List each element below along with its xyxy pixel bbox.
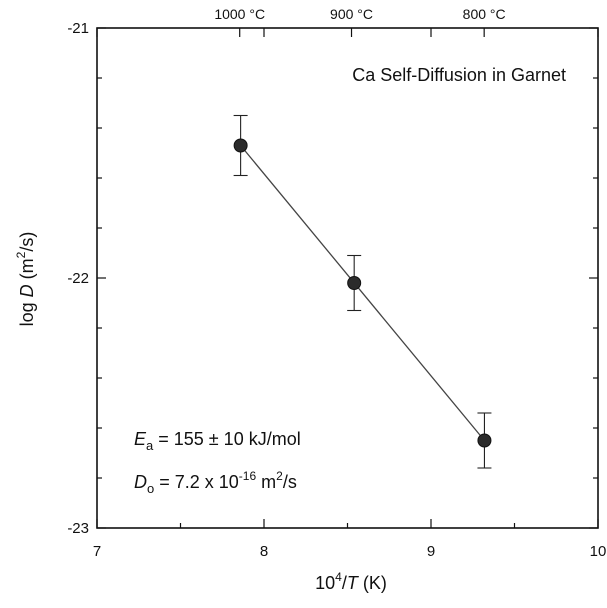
x-tick-label: 9 xyxy=(427,543,435,560)
plot-frame xyxy=(96,27,599,529)
x-tick-label: 8 xyxy=(260,543,268,560)
top-axis-label: 1000 °C xyxy=(214,6,265,22)
x-tick-label: 10 xyxy=(590,543,607,560)
y-axis-title: log D (m2/s) xyxy=(14,232,37,327)
pre-exponential-annotation: Do = 7.2 x 10-16 m2/s xyxy=(134,469,297,496)
chart-title: Ca Self-Diffusion in Garnet xyxy=(352,65,566,85)
top-axis-label: 900 °C xyxy=(330,6,373,22)
top-axis-label: 800 °C xyxy=(463,6,506,22)
y-tick-label: -21 xyxy=(67,20,89,37)
data-point xyxy=(347,276,362,290)
fit-line xyxy=(240,145,485,441)
y-tick-label: -22 xyxy=(67,270,89,287)
activation-energy-annotation: Ea = 155 ± 10 kJ/mol xyxy=(134,429,301,453)
x-tick-label: 7 xyxy=(93,543,101,560)
data-point xyxy=(477,433,492,448)
data-point xyxy=(233,138,248,153)
y-tick-label: -23 xyxy=(67,520,89,537)
x-axis-title: 104/T (K) xyxy=(315,570,387,593)
